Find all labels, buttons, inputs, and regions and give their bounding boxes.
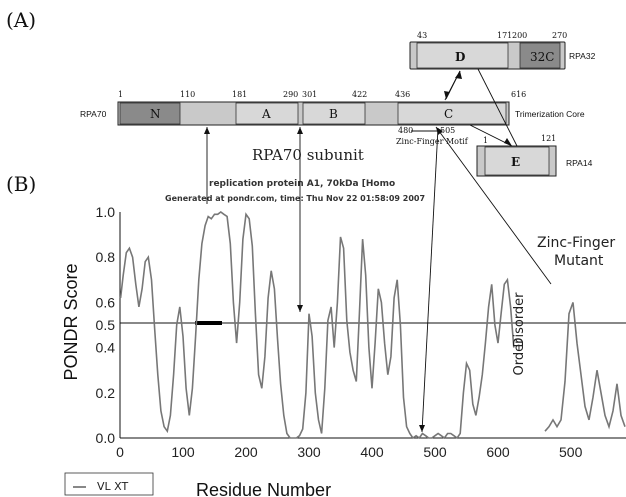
y-tick-label: 0.2 <box>96 385 116 401</box>
x-tick-label: 400 <box>360 444 384 460</box>
rpa32-name: RPA32 <box>569 51 596 61</box>
x-tick-labels: 0 100 200 300 400 500 600 <box>116 444 510 460</box>
rpa70-domain-c-end: 616 <box>511 90 526 99</box>
rpa70-domain-b-end: 422 <box>352 90 367 99</box>
legend-box <box>64 472 154 496</box>
y-tick-label: 0.0 <box>96 430 116 446</box>
rpa70-domain-c <box>397 102 507 125</box>
series-vl-xt <box>119 211 515 440</box>
legend: VL XT <box>64 472 154 496</box>
y-tick-label: 0.8 <box>96 249 116 265</box>
pointer-arrow-4 <box>435 126 552 285</box>
rpa32-domain-32c <box>519 42 561 69</box>
x-tick-label: 0 <box>116 444 124 460</box>
y-tick-labels: 1.0 0.8 0.6 0.5 0.4 0.2 0.0 <box>96 204 116 446</box>
rpa70-domain-c-start: 436 <box>395 90 410 99</box>
series-zinc-mutant <box>544 302 626 432</box>
y-axis-title: PONDR Score <box>61 263 81 380</box>
inset-title-line2: Mutant <box>554 253 604 269</box>
x-axis-title: Residue Number <box>196 480 331 497</box>
pointer-arrow-3 <box>421 127 439 433</box>
plot-header-line2: Generated at pondr.com, time: Thu Nov 22… <box>165 194 425 203</box>
x-tick-label: 500 <box>423 444 447 460</box>
order-label: Order <box>512 338 527 376</box>
rpa70-domain-n-start: 1 <box>118 90 123 99</box>
rpa70-name: RPA70 <box>80 109 107 119</box>
x-tick-label: 100 <box>171 444 195 460</box>
rpa70-domain-a-start: 181 <box>232 90 247 99</box>
rpa70-domain-b-start: 301 <box>302 90 317 99</box>
rpa70-domain-n <box>119 102 181 125</box>
arrow-d-to-c-head <box>444 91 450 99</box>
panel-label-a: (A) <box>6 8 36 32</box>
x-tick-label: 200 <box>234 444 258 460</box>
rpa32-domain-32c-start: 200 <box>512 31 527 40</box>
rpa14-domain-e <box>484 146 550 176</box>
x-tick-label: 600 <box>486 444 510 460</box>
zinc-motif-start: 480 <box>398 126 413 135</box>
trimerization-core-label: Trimerization Core <box>515 109 585 119</box>
y-tick-label: 0.5 <box>96 317 116 333</box>
pointer-arrow-2-head-top <box>297 127 303 134</box>
panel-label-b: (B) <box>6 172 36 196</box>
rpa70-domain-c-label: C <box>444 107 453 121</box>
rpa70-domain-a-end: 290 <box>283 90 298 99</box>
x-tick-label: 300 <box>297 444 321 460</box>
series-line-zinc-mutant <box>544 302 626 432</box>
rpa32-domain-32c-end: 270 <box>552 31 567 40</box>
y-tick-label: 0.6 <box>96 294 116 310</box>
y-tick-label: 0.4 <box>96 340 116 356</box>
pointer-arrow-3-head <box>419 425 425 432</box>
legend-entry: VL XT <box>97 480 128 493</box>
inset-x-tick-500: 500 <box>559 444 583 460</box>
rpa70-domain-b <box>302 102 366 125</box>
y-tick-label: 1.0 <box>96 204 116 220</box>
arrow-c-to-e-head <box>504 138 512 146</box>
rpa14-name: RPA14 <box>566 158 593 168</box>
zinc-motif-label: Zinc-Finger Motif <box>396 137 469 146</box>
disorder-label: Disorder <box>512 292 527 348</box>
rpa32-domain-d <box>416 42 509 69</box>
rpa14-domain-e-start: 1 <box>483 136 488 145</box>
rpa70-domain-n-end: 110 <box>180 90 195 99</box>
rpa70-domain-a <box>235 102 299 125</box>
rpa70-domain-b-label: B <box>329 107 338 121</box>
rpa32-domain-d-end: 171 <box>497 31 512 40</box>
rpa70-subunit-caption: RPA70 subunit <box>252 146 364 164</box>
rpa70-domain-a-label: A <box>261 107 271 121</box>
rpa70-protein: N A B C 1 110 181 290 301 422 436 616 RP… <box>80 90 585 164</box>
rpa14-domain-e-end: 121 <box>541 134 556 143</box>
inset-title-line1: Zinc-Finger <box>537 235 615 251</box>
rpa70-domain-n-label: N <box>150 107 161 121</box>
rpa32-domain-d-label: D <box>455 50 465 64</box>
pointer-arrow-1-head <box>204 127 210 134</box>
rpa32-domain-d-start: 43 <box>417 31 427 40</box>
rpa14-protein: E 1 121 RPA14 <box>476 134 593 177</box>
zinc-motif-end: 505 <box>440 126 455 135</box>
interaction-arrows <box>444 68 518 147</box>
main-plot: 1.0 0.8 0.6 0.5 0.4 0.2 0.0 0 100 200 300 400 500 60… <box>96 204 626 460</box>
rpa32-domain-32c-label: 32C <box>530 50 554 64</box>
pointer-arrow-2-head-bottom <box>297 305 303 312</box>
arrow-d-to-e <box>477 68 518 147</box>
inset-plot: Zinc-Finger Mutant Disorder Order 500 <box>512 235 626 460</box>
pointer-arrows <box>204 126 552 433</box>
plot-header-line1: replication protein A1, 70kDa [Homo <box>209 179 395 189</box>
rpa32-protein: D 32C 43 171 200 270 RPA32 <box>409 31 596 70</box>
rpa14-domain-e-label: E <box>511 155 520 169</box>
series-line-vl-xt <box>119 211 515 440</box>
pointer-arrow-4-head <box>436 127 443 135</box>
